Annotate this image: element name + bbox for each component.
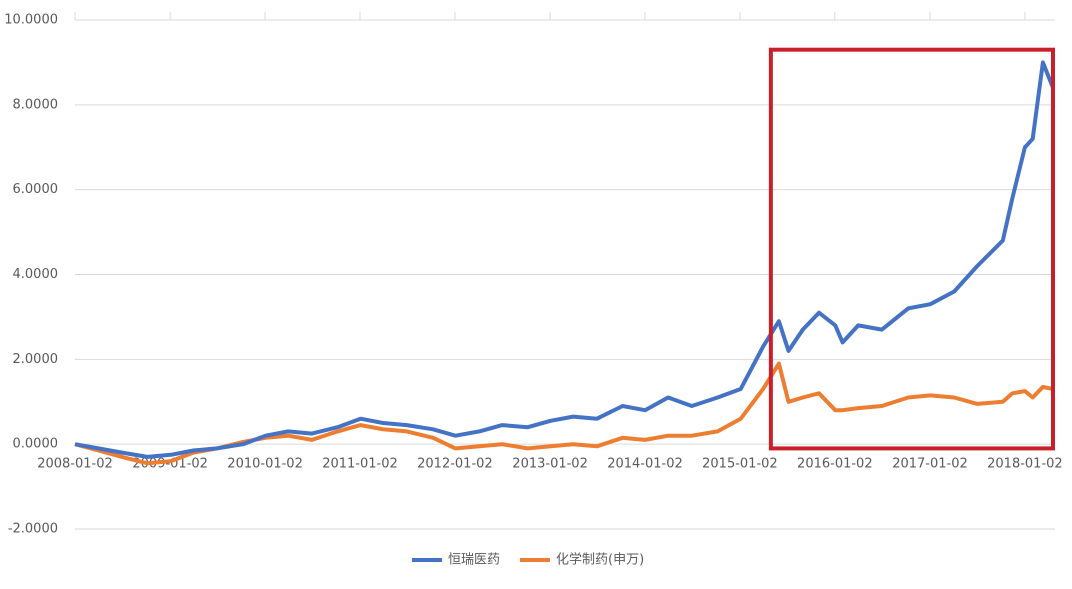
- series-line: [74, 60, 1055, 459]
- x-tick-label: 2011-01-02: [322, 457, 398, 472]
- x-tick-label: 2013-01-02: [512, 457, 588, 472]
- y-tick-label: -2.0000: [8, 522, 58, 537]
- x-tick-label: 2017-01-02: [892, 457, 968, 472]
- x-tick-label: 2014-01-02: [607, 457, 683, 472]
- y-tick-label: 6.0000: [13, 182, 59, 197]
- y-tick-label: 2.0000: [13, 352, 59, 367]
- y-tick-label: 0.0000: [13, 437, 59, 452]
- x-tick-label: 2008-01-02: [37, 457, 113, 472]
- highlight-box: [768, 47, 1055, 451]
- x-tick-label: 2009-01-02: [132, 457, 208, 472]
- y-tick-label: 4.0000: [13, 267, 59, 282]
- y-tick-label: 10.0000: [4, 13, 58, 28]
- x-tick-label: 2012-01-02: [417, 457, 493, 472]
- legend-label: 化学制药(申万): [556, 552, 644, 568]
- x-tick-label: 2015-01-02: [702, 457, 778, 472]
- y-tick-label: 8.0000: [13, 97, 59, 112]
- legend-label: 恒瑞医药: [448, 553, 500, 568]
- x-tick-label: 2010-01-02: [227, 457, 303, 472]
- x-tick-label: 2018-01-02: [987, 457, 1063, 472]
- x-tick-label: 2016-01-02: [797, 457, 873, 472]
